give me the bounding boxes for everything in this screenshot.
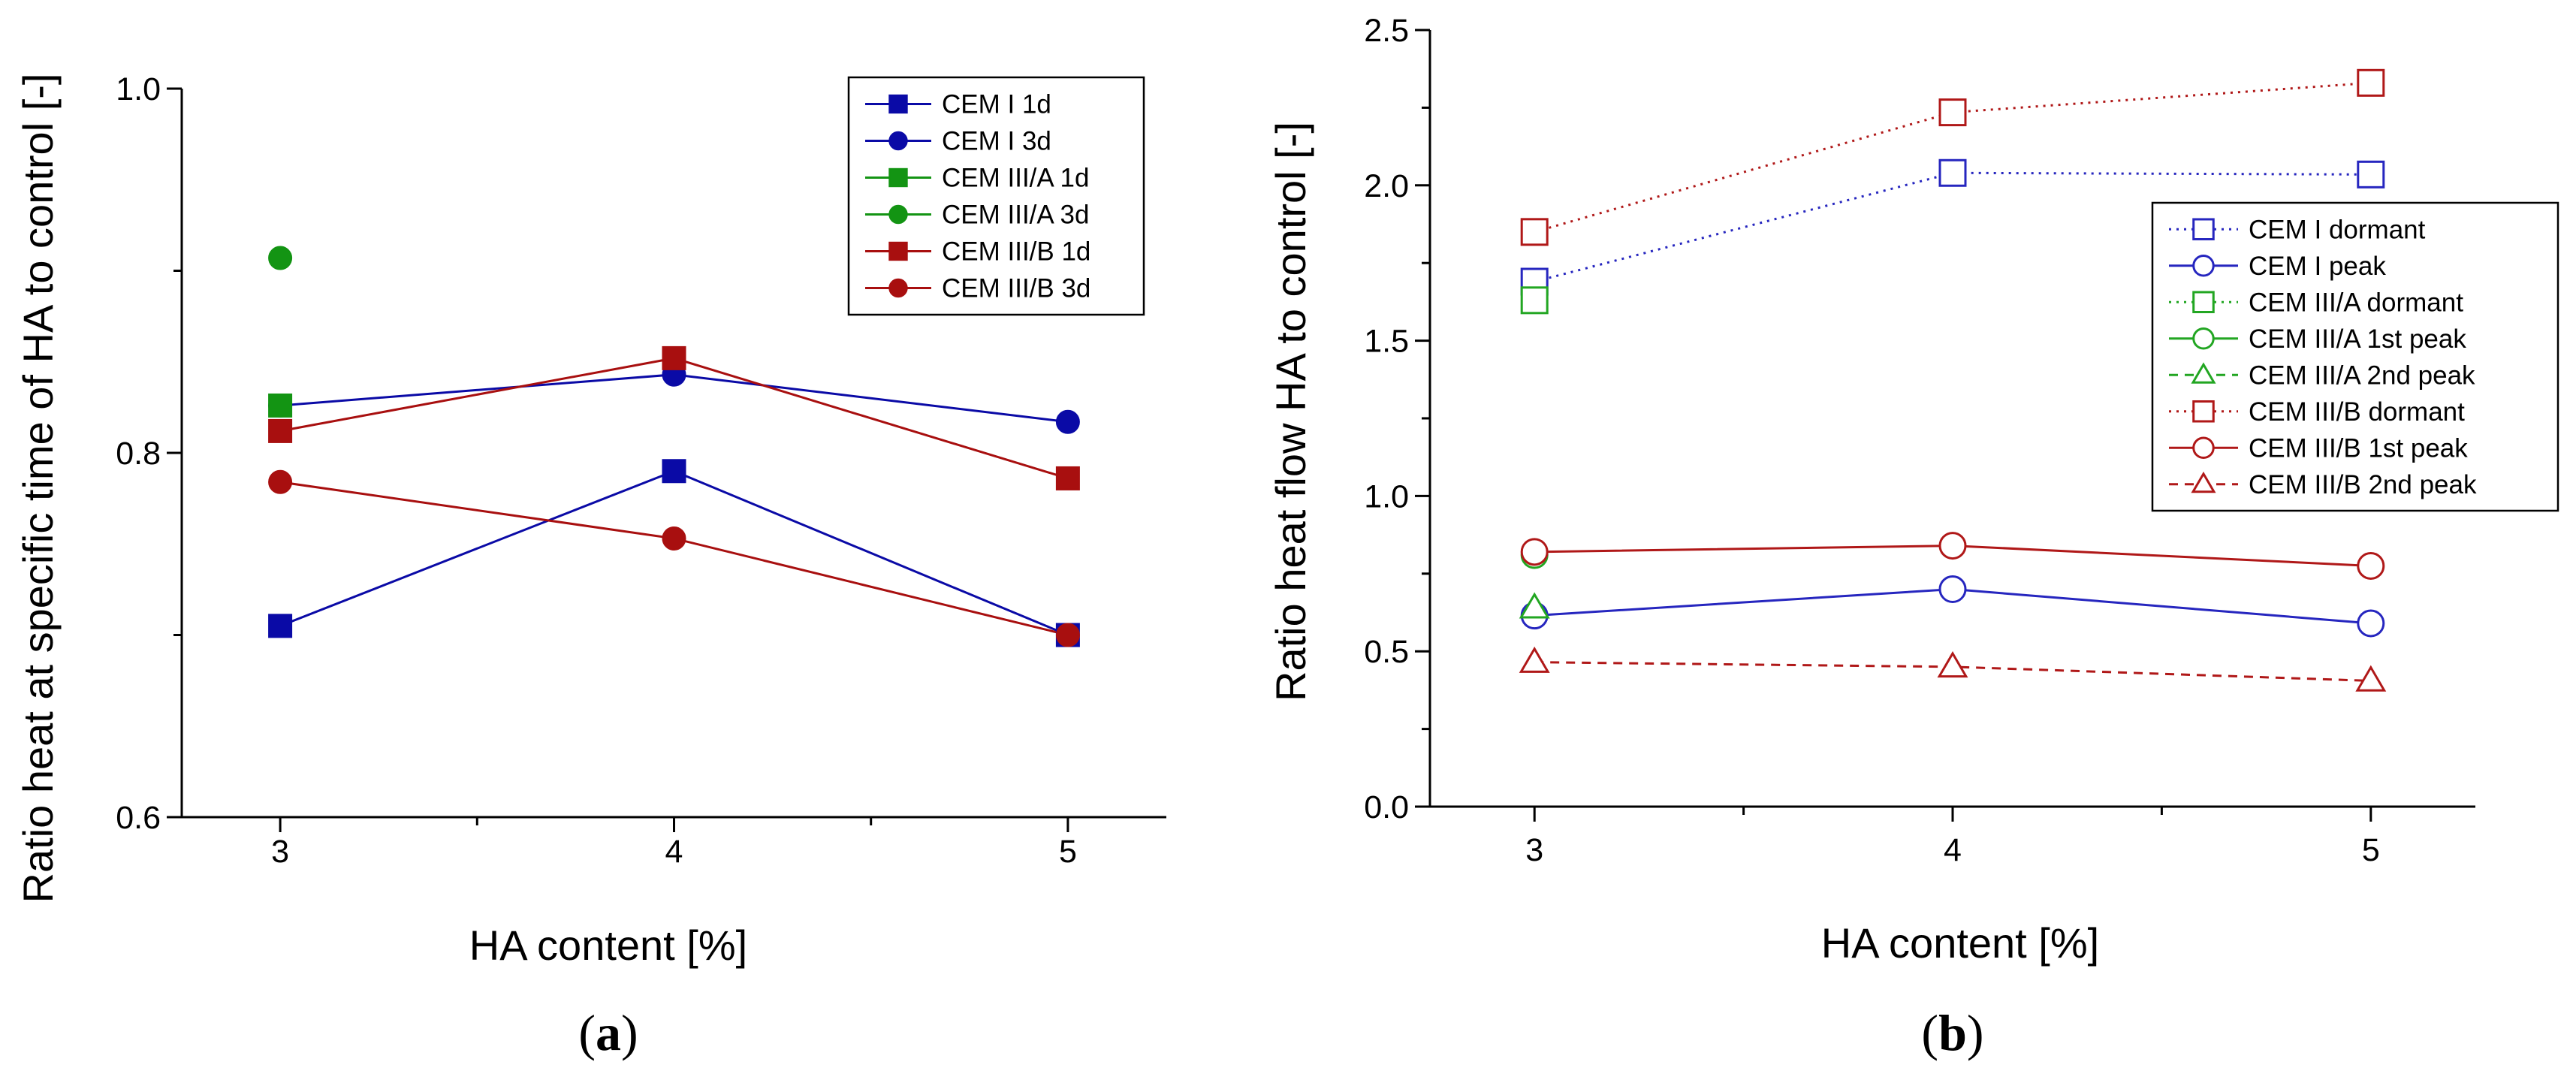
panel-b-legend-label-cem-i-dormant: CEM I dormant (2249, 215, 2426, 244)
panel-b-legend-label-cem-iii-a-dormant: CEM III/A dormant (2249, 288, 2463, 317)
panel-a-x-tick-label: 5 (1059, 834, 1077, 870)
panel-a-series-cem-iii-b-1d-point (1055, 466, 1080, 490)
panel-b-letter: b (1938, 1004, 1967, 1061)
panel-a-caption: (a) (578, 1004, 638, 1061)
panel-b-x-tick-label: 4 (1944, 832, 1962, 868)
panel-b-legend-label-cem-iii-a-1st-peak: CEM III/A 1st peak (2249, 324, 2466, 354)
panel-b-x-tick-label: 5 (2362, 832, 2380, 868)
panel-a-series-cem-iii-a-3d-point (268, 246, 293, 270)
panel-b-series-cem-i-dormant-line (1534, 171, 2371, 283)
panel-a-x-tick-label: 3 (271, 834, 289, 870)
panel-b-y-axis-label: Ratio heat flow HA to control [-] (1267, 122, 1314, 701)
panel-b-legend-label-cem-iii-b-dormant: CEM III/B dormant (2249, 397, 2465, 427)
panel-b-legend-marker-cem-i-dormant (2192, 218, 2215, 241)
panel-b-legend-marker-cem-iii-a-1st-peak (2192, 327, 2215, 350)
panel-b-legend-marker-cem-iii-a-2nd-peak (2191, 362, 2216, 384)
panel-b-y-tick-label: 0.5 (1364, 634, 1409, 670)
panel-b-x-tick-label: 3 (1525, 832, 1543, 868)
panel-a-series-cem-i-1d-point (268, 614, 293, 638)
panel-a-y-tick-label: 0.6 (116, 800, 161, 836)
panel-a-legend-label-cem-i-1d: CEM I 1d (942, 90, 1051, 119)
panel-a-legend-label-cem-iii-b-3d: CEM III/B 3d (942, 274, 1090, 303)
panel-b-series-cem-i-dormant-point (1938, 158, 1967, 187)
panel-b-legend-marker-cem-iii-b-dormant (2192, 400, 2215, 423)
panel-a-series-cem-iii-b-1d-point (662, 345, 686, 370)
panel-a-series-cem-i-3d-point (1055, 409, 1080, 434)
panel-a-legend-marker-cem-iii-a-3d (888, 204, 908, 225)
panel-b-legend-marker-cem-iii-b-1st-peak (2192, 436, 2215, 460)
panel-a-y-axis-label: Ratio heat at specific time of HA to con… (14, 74, 62, 904)
panel-b-series-cem-iii-b-dormant-point (1938, 98, 1967, 127)
panel-b-series-cem-iii-b-dormant-point (2357, 68, 2385, 97)
panel-b-chart: Ratio heat flow HA to control [-] HA con… (1267, 13, 2559, 1061)
panel-b-series-cem-i-peak-point (1938, 575, 1967, 603)
panel-b-legend-marker-cem-iii-b-2nd-peak (2191, 471, 2216, 493)
panel-a-legend: CEM I 1d CEM I 3d CEM III/A 1d CEM III/A 3d… (847, 76, 1145, 316)
panel-b-series-cem-iii-b-2nd-peak-point (1519, 646, 1550, 673)
panel-b-y-tick-label: 1.0 (1364, 478, 1409, 514)
panel-a-legend-label-cem-iii-a-1d: CEM III/A 1d (942, 164, 1089, 193)
panel-b-series-cem-iii-b-1st-peak-point (1520, 538, 1549, 566)
panel-a-series-cem-iii-a-1d-point (268, 393, 293, 418)
panel-b-series-cem-iii-b-2nd-peak-point (1937, 651, 1968, 678)
panel-a-series-cem-iii-b-1d-point (268, 418, 293, 443)
panel-b-series-cem-iii-b-dormant-line (1534, 81, 2371, 234)
panel-b-series-cem-iii-a-dormant-point (1520, 286, 1549, 315)
panel-b-legend-marker-cem-iii-a-dormant (2192, 291, 2215, 314)
panel-a-series-cem-i-1d-point (662, 459, 686, 484)
panel-b-series-cem-i-peak-point (2357, 609, 2385, 638)
panel-b-y-tick-label: 2.5 (1364, 13, 1409, 49)
panel-b-legend-marker-cem-i-peak (2192, 254, 2215, 277)
panel-a-y-tick-label: 0.8 (116, 436, 161, 472)
panel-a-series-cem-iii-b-3d-line (279, 481, 1069, 636)
panel-b-y-tick-label: 1.5 (1364, 324, 1409, 360)
panel-b-legend-box (2151, 201, 2559, 512)
panel-b-series-cem-iii-b-1st-peak-point (2357, 551, 2385, 580)
panel-a-y-tick-label: 1.0 (116, 71, 161, 107)
panel-a-chart: Ratio heat at specific time of HA to con… (14, 71, 1166, 1061)
panel-a-legend-box (847, 76, 1145, 316)
panel-b-y-tick-label: 2.0 (1364, 168, 1409, 204)
panel-b-series-cem-iii-b-1st-peak-point (1938, 532, 1967, 560)
panel-b-legend-label-cem-i-peak: CEM I peak (2249, 252, 2386, 281)
panel-a-legend-marker-cem-iii-a-1d (888, 167, 908, 188)
panel-b-legend: CEM I dormant CEM I peak CEM III/A dormant… (2151, 201, 2559, 512)
panel-a-x-tick-label: 4 (665, 834, 683, 870)
panel-b-caption: (b) (1921, 1004, 1983, 1061)
panel-b-series-cem-iii-b-2nd-peak-point (2355, 665, 2387, 692)
panel-b-legend-label-cem-iii-b-2nd-peak: CEM III/B 2nd peak (2249, 470, 2477, 499)
panel-a-legend-label-cem-iii-b-1d: CEM III/B 1d (942, 237, 1090, 267)
panel-a-legend-label-cem-i-3d: CEM I 3d (942, 127, 1051, 156)
panel-a-x-axis-label: HA content [%] (469, 922, 747, 969)
panel-a-legend-marker-cem-iii-b-3d (888, 278, 908, 298)
panel-a-series-cem-iii-b-3d-point (268, 469, 293, 494)
panel-a-series-cem-i-1d-line (279, 469, 1069, 636)
panel-a-legend-label-cem-iii-a-3d: CEM III/A 3d (942, 201, 1089, 230)
panel-b-legend-label-cem-iii-b-1st-peak: CEM III/B 1st peak (2249, 433, 2468, 463)
panel-a-series-cem-iii-b-3d-point (1055, 623, 1080, 647)
panel-a-legend-marker-cem-iii-b-1d (888, 241, 908, 261)
panel-a-series-cem-iii-b-3d-point (662, 526, 686, 551)
panel-b-series-cem-iii-b-dormant-point (1520, 218, 1549, 246)
panel-b-y-tick-label: 0.0 (1364, 789, 1409, 825)
panel-b-legend-label-cem-iii-a-2nd-peak: CEM III/A 2nd peak (2249, 361, 2475, 390)
panel-b-series-cem-i-dormant-point (2357, 160, 2385, 189)
panel-a-legend-marker-cem-i-3d (888, 131, 908, 151)
panel-b-series-cem-iii-a-2nd-peak-point (1519, 592, 1550, 619)
panel-a-letter: a (596, 1004, 621, 1061)
panel-a-legend-marker-cem-i-1d (888, 94, 908, 114)
panel-b-x-axis-label: HA content [%] (1821, 919, 2099, 967)
